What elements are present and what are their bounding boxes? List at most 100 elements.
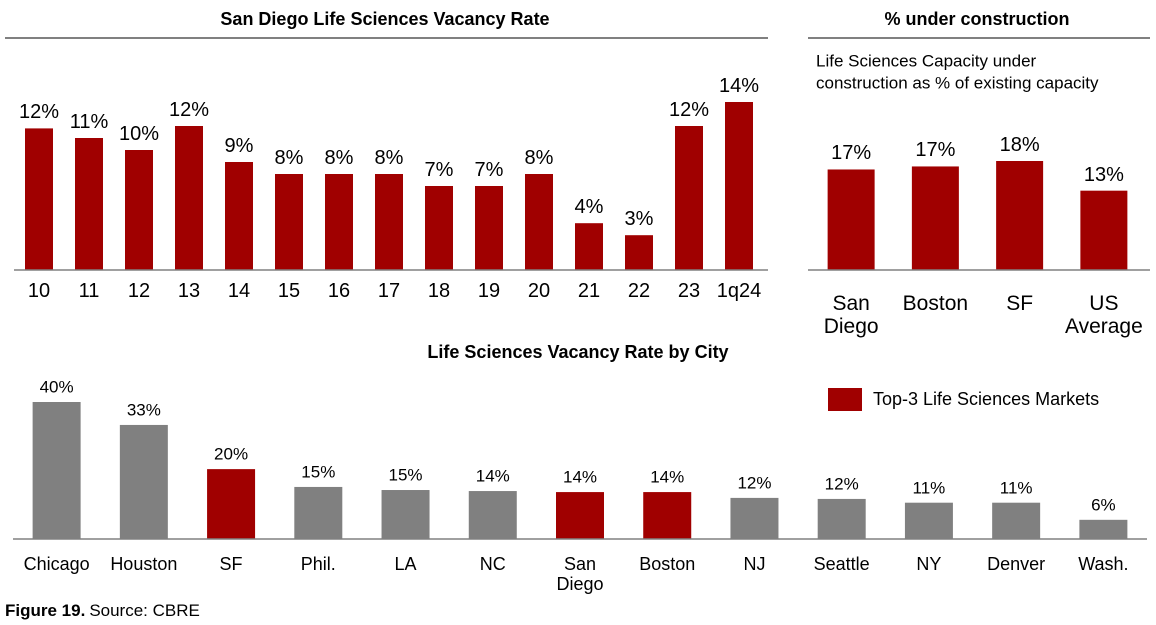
value-label: 8% [274,147,304,169]
value-label: 14% [475,466,510,486]
value-label: 33% [126,400,161,420]
value-label: 40% [39,377,74,397]
bar [425,186,453,270]
value-label: 10% [118,123,160,145]
bar [475,186,503,270]
bar [625,235,653,270]
chart-subtitle: Life Sciences Capacity under [816,51,1037,71]
value-label: 8% [524,147,554,169]
chart-subtitle: construction as % of existing capacity [816,73,1099,93]
x-tick-label: Phil. [300,554,336,574]
bar [725,102,753,270]
caption: Figure 19. Source: CBRE [5,601,200,621]
bar [675,126,703,270]
bar [325,174,353,270]
x-tick-label: Boston [902,292,969,315]
value-label: 12% [737,473,772,493]
bar [381,490,430,539]
value-label: 7% [424,159,454,181]
value-label: 14% [650,467,685,487]
bar [1079,519,1128,539]
bar [525,174,553,270]
x-tick-label: SF [219,554,243,574]
value-label: 12% [18,101,60,124]
x-tick-label: 10 [27,280,51,302]
x-tick-label: NY [916,554,942,574]
legend-label: Top-3 Life Sciences Markets [873,389,1100,410]
x-tick-label: NC [479,554,506,574]
chart-title: % under construction [884,9,1070,30]
value-label: 9% [224,135,254,157]
bar [275,174,303,270]
value-label: 14% [562,467,598,487]
x-tick-label: 21 [577,280,601,302]
bar [827,169,875,270]
value-label: 15% [388,465,423,485]
x-tick-label: 19 [477,280,501,302]
bar [119,424,168,539]
bar [643,492,692,539]
bar [996,161,1044,270]
bar [575,223,603,270]
bar [175,126,203,270]
bar [25,128,53,270]
bar [1080,190,1128,270]
bar [468,491,517,539]
x-tick-label: Boston [639,554,696,574]
value-label: 14% [718,75,760,97]
value-label: 12% [824,474,859,494]
value-label: 12% [168,99,210,121]
x-tick-label: 15 [277,280,301,302]
value-label: 11% [69,111,109,133]
x-tick-label: US Average [1064,292,1143,339]
x-tick-label: Chicago [23,554,90,574]
x-tick-label: Wash. [1078,554,1129,574]
value-label: 17% [915,139,956,162]
bar [904,502,953,539]
value-label: 12% [668,99,710,121]
bar [125,150,153,270]
value-label: 7% [474,159,504,181]
bar [817,498,866,539]
value-label: 6% [1091,495,1116,515]
x-tick-label: 11 [78,280,100,302]
value-label: 17% [831,142,872,165]
value-label: 11% [912,478,946,498]
value-label: 15% [301,462,336,482]
x-tick-label: 16 [327,280,351,302]
x-tick-label: SF [1006,292,1034,315]
x-tick-label: San Diego [823,292,879,339]
value-label: 18% [999,134,1040,156]
bar [556,492,604,539]
x-tick-label: 1q24 [716,280,762,302]
bar [375,174,403,270]
x-tick-label: NJ [743,554,766,574]
bar [992,502,1041,539]
value-label: 4% [574,196,604,219]
x-tick-label: Seattle [813,554,870,574]
x-tick-label: 12 [127,280,151,302]
value-label: 8% [324,147,354,169]
chart-title: San Diego Life Sciences Vacancy Rate [220,9,550,30]
x-tick-label: 18 [427,280,451,302]
x-tick-label: 23 [677,280,701,302]
x-tick-label: Houston [110,554,178,574]
bar [207,469,256,539]
x-tick-label: Denver [987,554,1046,574]
x-tick-label: 14 [227,280,251,302]
x-tick-label: San Diego [556,554,604,594]
bar [294,486,343,539]
value-label: 20% [214,444,249,464]
chart-title: Life Sciences Vacancy Rate by City [427,342,729,363]
value-label: 13% [1083,163,1124,186]
bar [911,166,959,270]
x-tick-label: LA [394,554,417,574]
bar [225,162,253,270]
legend-swatch [828,388,862,411]
x-tick-label: 13 [177,280,201,302]
bar [75,138,103,270]
bar [32,402,81,539]
caption-text: Source: CBRE [89,601,200,620]
